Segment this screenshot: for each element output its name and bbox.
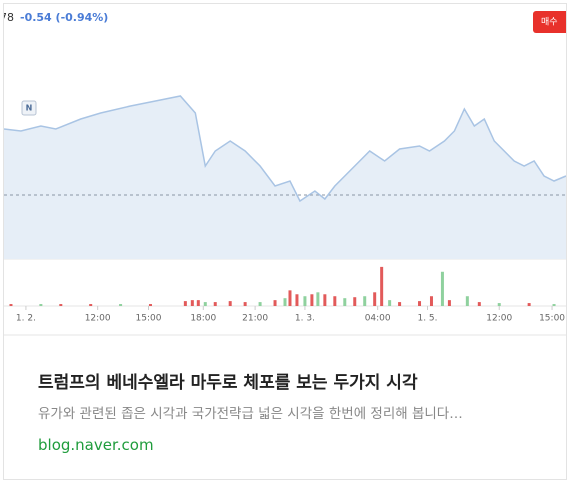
volume-bar — [363, 296, 367, 306]
volume-bar — [343, 298, 347, 306]
x-tick-label: 21:00 — [242, 314, 268, 324]
buy-label: 매수 — [541, 17, 558, 28]
volume-bar — [258, 302, 262, 306]
volume-bar — [477, 302, 481, 306]
volume-bar — [380, 266, 384, 306]
volume-bar — [243, 302, 247, 306]
volume-bar — [440, 271, 444, 306]
volume-bar — [418, 301, 422, 306]
volume-bar — [203, 302, 207, 306]
volume-bar — [213, 302, 217, 306]
price-area — [4, 96, 566, 259]
volume-bar — [429, 296, 433, 306]
volume-bar — [353, 297, 357, 306]
volume-bar — [59, 304, 63, 306]
x-tick-label: 04:00 — [365, 314, 391, 324]
price-line — [4, 95, 566, 203]
volume-bar — [373, 292, 377, 306]
volume-bar — [465, 296, 469, 306]
volume-bar — [288, 290, 292, 306]
card-title[interactable]: 트럼프의 베네수엘라 마두로 체포를 보는 두가지 시각 — [38, 373, 418, 393]
x-tick-label: 1. 5. — [417, 314, 437, 324]
volume-bar — [323, 294, 327, 306]
volume-bar — [398, 302, 402, 306]
volume-bar — [497, 303, 501, 306]
x-tick-label: 1. 2. — [16, 314, 36, 324]
card-source: blog.naver.com — [38, 436, 154, 454]
volume-bar — [316, 292, 320, 306]
volume-bar — [447, 300, 451, 306]
volume-bar — [228, 301, 232, 306]
x-tick-label: 15:00 — [136, 314, 162, 324]
volume-bar — [388, 300, 392, 306]
volume-bar — [310, 294, 314, 306]
x-tick-label: 1. 3. — [295, 314, 315, 324]
link-card[interactable]: 78 -0.54 (-0.94%) 매수 N om 1. 2.12:0015:0… — [3, 3, 567, 480]
x-tick-label: 18:00 — [190, 314, 216, 324]
news-badge[interactable] — [21, 100, 37, 116]
volume-bar — [9, 304, 13, 306]
volume-bar — [283, 298, 287, 306]
volume-bar — [273, 300, 277, 306]
volume-bar — [333, 296, 337, 306]
volume-bar — [295, 294, 299, 306]
volume-bar — [183, 301, 187, 306]
volume-bar — [196, 300, 200, 306]
volume-bar — [39, 304, 43, 306]
card-description: 유가와 관련된 좁은 시각과 국가전략급 넓은 시각을 한번에 정리해 봅니다… — [38, 406, 463, 422]
volume-bar — [303, 296, 307, 306]
news-label: N — [26, 104, 33, 113]
buy-button[interactable] — [533, 11, 566, 33]
price-change: -0.54 (-0.94%) — [20, 11, 108, 24]
volume-bar — [190, 300, 194, 306]
volume-bar — [89, 304, 93, 306]
chart: 78 -0.54 (-0.94%) 매수 N om 1. 2.12:0015:0… — [4, 11, 566, 336]
price: 78 — [4, 11, 14, 24]
volume-bar — [527, 303, 531, 306]
x-tick-label: 12:00 — [85, 314, 111, 324]
volume-bar — [148, 304, 152, 306]
volume-bar — [552, 304, 556, 306]
x-tick-label: 15:00 — [539, 314, 565, 324]
volume-bar — [119, 304, 123, 306]
x-tick-label: 12:00 — [486, 314, 512, 324]
